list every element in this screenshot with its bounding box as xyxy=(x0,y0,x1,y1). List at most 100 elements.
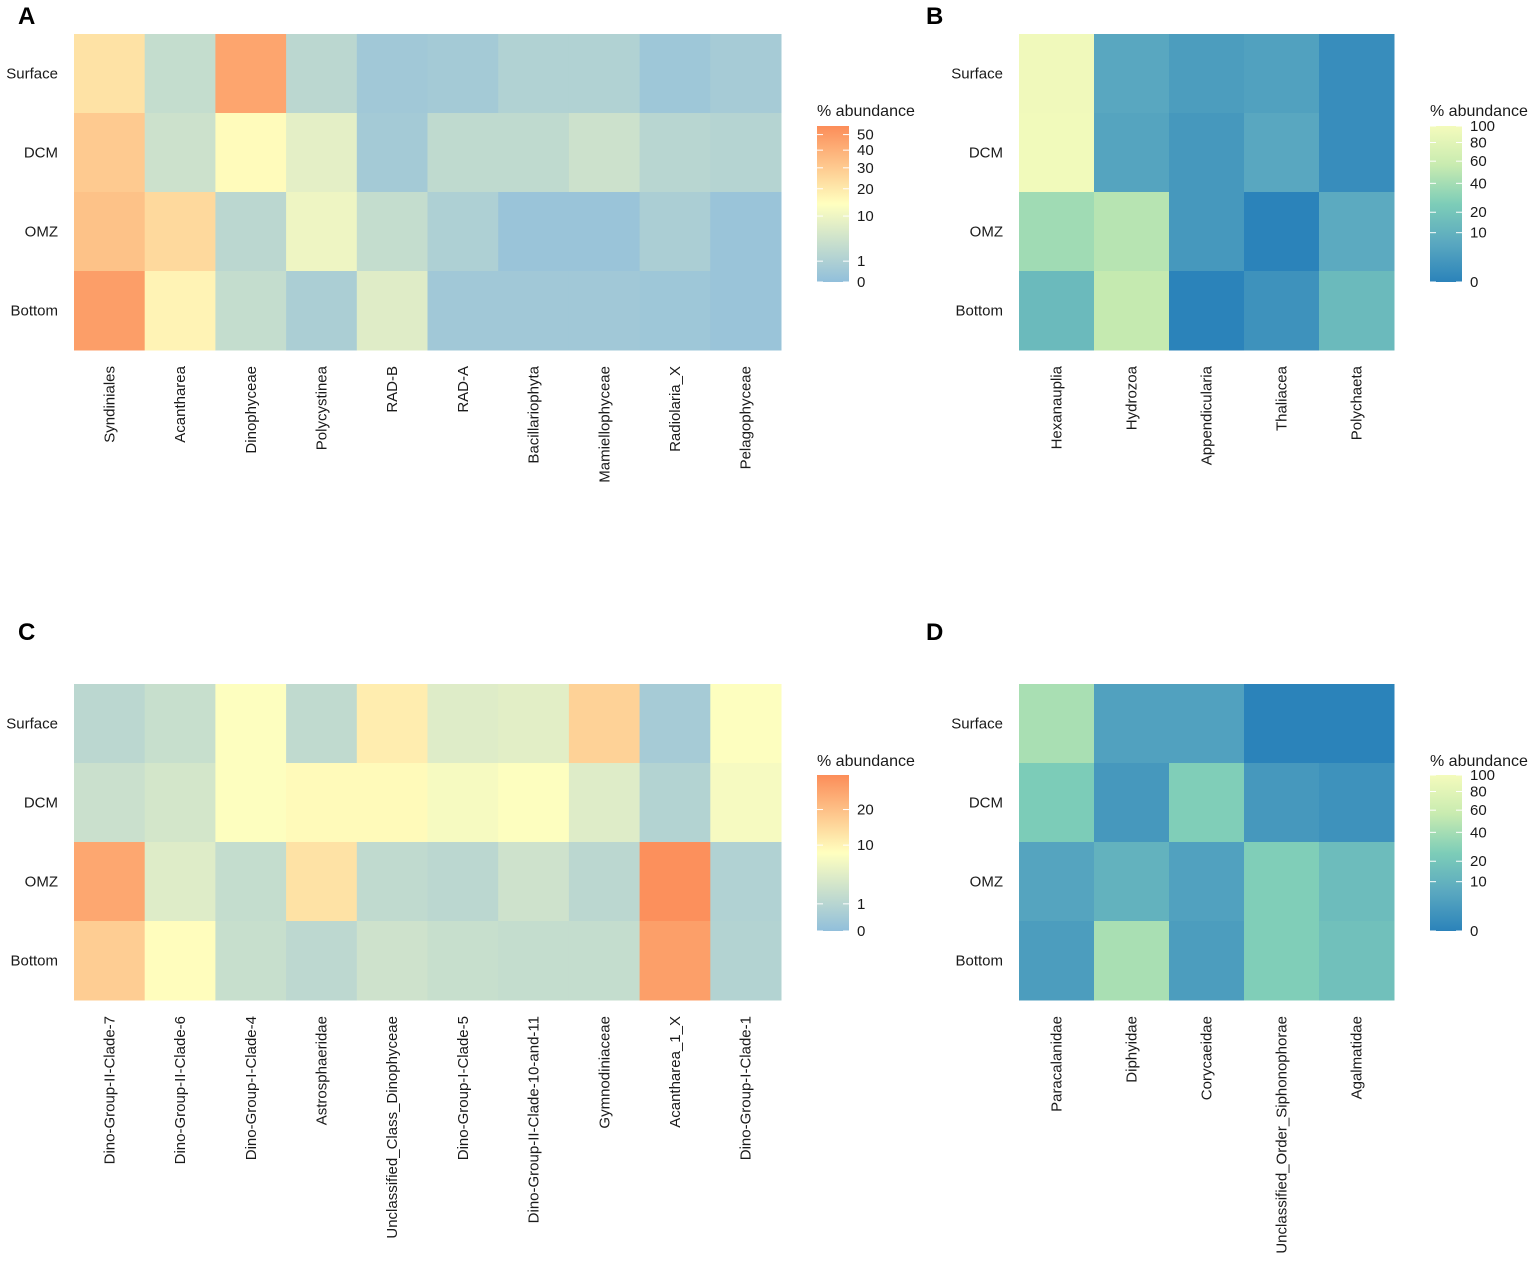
heatmap-cell-c-2-4 xyxy=(356,842,428,922)
col-label-a-3: Polycystinea xyxy=(313,365,330,450)
legend-tick-label-b-4: 60 xyxy=(1470,153,1487,170)
row-label-a-0: Surface xyxy=(6,66,58,83)
row-label-a-3: Bottom xyxy=(10,303,58,320)
heatmap-cell-b-2-1 xyxy=(1094,192,1170,272)
heatmap-cell-b-0-4 xyxy=(1319,34,1395,114)
heatmap-cell-d-0-4 xyxy=(1319,684,1395,764)
panel-c-legend: % abundance 0 1 10 20 xyxy=(817,753,915,940)
legend-tick-label-d-5: 80 xyxy=(1470,783,1487,800)
heatmap-cell-a-3-5 xyxy=(427,271,499,351)
panel-c-col-labels: Dino-Group-II-Clade-7 Dino-Group-II-Clade… xyxy=(101,1016,754,1239)
heatmap-cell-c-2-3 xyxy=(286,842,358,922)
col-label-a-5: RAD-A xyxy=(455,366,472,413)
legend-tick-label-a-5: 40 xyxy=(857,142,874,159)
heatmap-cell-a-1-6 xyxy=(498,113,570,193)
row-label-b-1: DCM xyxy=(969,145,1003,162)
panel-d-row-labels: Surface DCM OMZ Bottom xyxy=(951,716,1003,970)
heatmap-cell-d-3-2 xyxy=(1169,921,1245,1001)
heatmap-cell-c-0-6 xyxy=(498,684,570,764)
legend-tick-label-a-2: 10 xyxy=(857,208,874,225)
legend-tick-label-b-3: 40 xyxy=(1470,175,1487,192)
col-label-b-0: Hexanauplia xyxy=(1049,365,1066,449)
heatmap-cell-c-3-1 xyxy=(144,921,216,1001)
col-label-b-2: Appendicularia xyxy=(1199,365,1216,465)
col-label-b-1: Hydrozoa xyxy=(1124,365,1141,430)
heatmap-cell-a-1-8 xyxy=(639,113,711,193)
heatmap-cell-c-2-5 xyxy=(427,842,499,922)
row-label-c-3: Bottom xyxy=(10,953,58,970)
heatmap-cell-a-0-5 xyxy=(427,34,499,114)
heatmap-cell-c-1-4 xyxy=(356,763,428,843)
heatmap-cell-b-0-2 xyxy=(1169,34,1245,114)
heatmap-cell-b-3-1 xyxy=(1094,271,1170,351)
heatmap-cell-a-2-1 xyxy=(144,192,216,272)
panel-c-legend-title: % abundance xyxy=(817,753,915,770)
panel-b-legend-bar xyxy=(1430,126,1462,282)
heatmap-cell-b-1-1 xyxy=(1094,113,1170,193)
heatmap-cell-c-3-0 xyxy=(74,921,146,1001)
legend-tick-label-d-1: 10 xyxy=(1470,874,1487,891)
heatmap-cell-d-1-4 xyxy=(1319,763,1395,843)
heatmap-cell-c-0-4 xyxy=(356,684,428,764)
heatmap-cell-a-2-9 xyxy=(710,192,782,272)
heatmap-cell-c-2-1 xyxy=(144,842,216,922)
panel-a-legend-bar xyxy=(817,126,849,282)
panel-d-cells xyxy=(1019,684,1395,1001)
heatmap-cell-b-0-3 xyxy=(1244,34,1320,114)
heatmap-cell-c-2-0 xyxy=(74,842,146,922)
heatmap-cell-b-1-3 xyxy=(1244,113,1320,193)
row-label-d-1: DCM xyxy=(969,795,1003,812)
heatmap-cell-b-2-4 xyxy=(1319,192,1395,272)
panel-c: C Surface DCM OMZ Bottom Dino-Group-II-Clad… xyxy=(6,619,915,1239)
row-label-c-1: DCM xyxy=(24,795,58,812)
col-label-b-4: Polychaeta xyxy=(1349,365,1366,440)
heatmap-cell-a-2-2 xyxy=(215,192,287,272)
heatmap-cell-a-1-7 xyxy=(568,113,641,193)
heatmap-cell-d-3-3 xyxy=(1244,921,1320,1001)
heatmap-cell-c-1-0 xyxy=(74,763,146,843)
legend-tick-label-b-0: 0 xyxy=(1470,274,1478,291)
heatmap-cell-a-3-7 xyxy=(568,271,641,351)
heatmap-cell-c-0-2 xyxy=(215,684,287,764)
col-label-a-1: Acantharea xyxy=(172,365,189,442)
heatmap-cell-c-2-2 xyxy=(215,842,287,922)
heatmap-cell-a-2-3 xyxy=(286,192,358,272)
heatmap-cell-a-0-1 xyxy=(144,34,216,114)
panel-d-col-labels: Paracalanidae Diphyidae Corycaeidae Unclass… xyxy=(1049,1016,1366,1254)
heatmap-cell-c-1-9 xyxy=(710,763,782,843)
heatmap-cell-c-2-7 xyxy=(568,842,641,922)
panel-a-cells xyxy=(74,34,782,351)
heatmap-cell-c-3-5 xyxy=(427,921,499,1001)
col-label-d-1: Diphyidae xyxy=(1124,1016,1141,1083)
col-label-a-7: Mamiellophyceae xyxy=(596,366,613,483)
heatmap-cell-c-1-2 xyxy=(215,763,287,843)
heatmap-cell-c-0-7 xyxy=(568,684,641,764)
heatmap-cell-d-3-4 xyxy=(1319,921,1395,1001)
heatmap-cell-a-1-0 xyxy=(74,113,146,193)
legend-tick-label-a-3: 20 xyxy=(857,181,874,198)
col-label-d-4: Agalmatidae xyxy=(1349,1016,1366,1099)
panel-letter-b: B xyxy=(926,3,943,30)
heatmap-cell-d-1-3 xyxy=(1244,763,1320,843)
heatmap-cell-a-3-6 xyxy=(498,271,570,351)
col-label-a-2: Dinophyceae xyxy=(243,366,260,454)
legend-tick-label-d-6: 100 xyxy=(1470,767,1495,784)
heatmap-cell-c-3-4 xyxy=(356,921,428,1001)
heatmap-cell-a-1-4 xyxy=(356,113,428,193)
legend-tick-label-a-0: 0 xyxy=(857,274,865,291)
col-label-c-7: Gymnodiniaceae xyxy=(596,1016,613,1129)
heatmap-cell-d-3-1 xyxy=(1094,921,1170,1001)
panel-c-cells xyxy=(74,684,782,1001)
row-label-d-2: OMZ xyxy=(970,874,1003,891)
legend-tick-label-b-2: 20 xyxy=(1470,204,1487,221)
heatmap-cell-b-1-2 xyxy=(1169,113,1245,193)
panel-a-col-labels: Syndiniales Acantharea Dinophyceae Polycyst… xyxy=(101,365,754,482)
heatmap-cell-a-0-0 xyxy=(74,34,146,114)
heatmap-cell-a-0-9 xyxy=(710,34,782,114)
row-label-d-3: Bottom xyxy=(955,953,1003,970)
heatmap-cell-a-1-9 xyxy=(710,113,782,193)
